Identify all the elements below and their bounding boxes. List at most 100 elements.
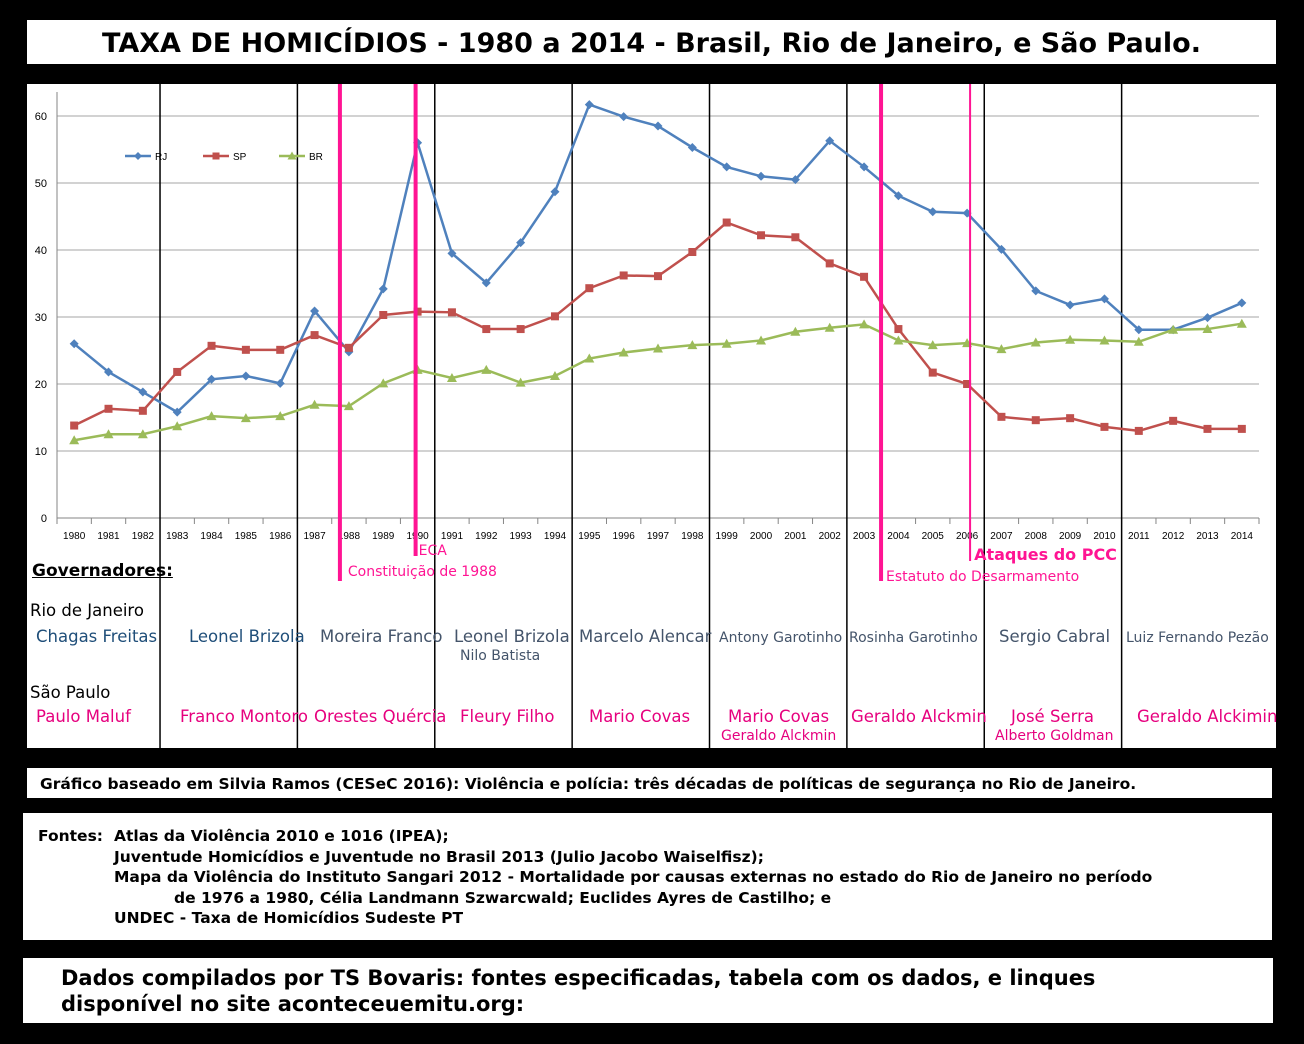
- point-sp: [138, 406, 147, 415]
- compiled-line-1: Dados compilados por TS Bovaris: fontes …: [61, 966, 1096, 990]
- rj-governor-1: Chagas Freitas: [36, 627, 158, 646]
- point-sp: [310, 331, 319, 340]
- sp-governor-6: Mario Covas: [728, 707, 830, 726]
- point-sp: [997, 412, 1006, 421]
- x-tick-label: 2005: [922, 531, 945, 542]
- x-tick-label: 1992: [475, 531, 498, 542]
- series-line-sp: [73, 221, 1242, 433]
- point-br: [1030, 337, 1041, 347]
- point-sp: [860, 272, 869, 281]
- point-br: [1202, 324, 1213, 334]
- source-line-2: Juventude Homicídios e Juventude no Bras…: [114, 848, 764, 866]
- x-tick-label: 2006: [956, 531, 979, 542]
- y-tick-label: 20: [35, 379, 47, 391]
- point-sp: [1031, 416, 1040, 425]
- point-sp: [688, 248, 697, 257]
- sp-governor-9: Geraldo Alckimin: [1137, 707, 1278, 726]
- point-sp: [585, 284, 594, 293]
- point-br: [927, 340, 938, 350]
- point-rj: [207, 374, 217, 384]
- point-rj: [996, 244, 1006, 254]
- y-tick-label: 30: [35, 312, 47, 324]
- point-sp: [928, 368, 937, 377]
- point-br: [481, 364, 492, 374]
- source-line-1: Atlas da Violência 2010 e 1016 (IPEA);: [114, 827, 449, 845]
- rj-governor-8: Sergio Cabral: [999, 627, 1111, 646]
- point-br: [790, 326, 801, 336]
- point-br: [69, 435, 80, 445]
- point-br: [1065, 334, 1076, 344]
- caption-banner: Gráfico baseado em Silvia Ramos (CESeC 2…: [27, 768, 1272, 798]
- x-tick-label: 1988: [338, 531, 361, 542]
- point-sp: [173, 367, 182, 376]
- y-tick-label: 40: [35, 245, 47, 257]
- point-br: [343, 401, 354, 411]
- x-tick-label: 2012: [1162, 531, 1185, 542]
- point-br: [721, 338, 732, 348]
- point-sp: [1066, 414, 1075, 423]
- x-tick-label: 1998: [681, 531, 704, 542]
- x-tick-label: 2011: [1128, 531, 1150, 542]
- sp-state-label: São Paulo: [30, 683, 111, 702]
- x-tick-label: 2013: [1196, 531, 1219, 542]
- rj-governor-4: Leonel Brizola: [454, 627, 570, 646]
- rj-state-label: Rio de Janeiro: [30, 601, 144, 620]
- series-line-rj: [73, 103, 1243, 414]
- sp-governor-1: Paulo Maluf: [36, 707, 131, 726]
- point-sp: [70, 421, 79, 430]
- point-rj: [653, 121, 663, 131]
- point-br: [137, 429, 148, 439]
- point-sp: [722, 218, 731, 227]
- point-rj: [722, 162, 732, 172]
- rj-governor-5: Marcelo Alencar: [579, 627, 712, 646]
- point-sp: [241, 345, 250, 354]
- point-rj: [619, 112, 629, 122]
- point-rj: [1031, 286, 1041, 296]
- x-tick-label: 1996: [613, 531, 636, 542]
- point-br: [515, 377, 526, 387]
- point-sp: [757, 231, 766, 240]
- compiled-panel: Dados compilados por TS Bovaris: fontes …: [23, 958, 1273, 1023]
- point-br: [549, 370, 560, 380]
- governors-header: Governadores:: [32, 561, 173, 581]
- x-tick-label: 1995: [578, 531, 601, 542]
- point-rj: [859, 162, 869, 172]
- rj-governor-4b: Nilo Batista: [460, 648, 541, 664]
- compiled-line-2: disponível no site aconteceuemitu.org:: [61, 992, 525, 1016]
- point-rj: [687, 142, 697, 152]
- point-rj: [172, 407, 182, 417]
- x-tick-label: 1980: [63, 531, 86, 542]
- legend-label: RJ: [155, 152, 167, 163]
- caption-text: Gráfico baseado em Silvia Ramos (CESeC 2…: [40, 775, 1137, 793]
- point-sp: [1100, 422, 1109, 431]
- point-rj: [550, 187, 560, 197]
- point-rj: [1237, 298, 1247, 308]
- x-tick-label: 1999: [716, 531, 739, 542]
- x-tick-label: 1991: [441, 531, 464, 542]
- event-label-estatuto: Estatuto do Desarmamento: [886, 569, 1079, 585]
- source-line-5: UNDEC - Taxa de Homicídios Sudeste PT: [114, 909, 464, 927]
- legend-marker: [212, 152, 220, 160]
- sp-governor-2: Franco Montoro: [180, 707, 308, 726]
- point-rj: [516, 238, 526, 248]
- point-br: [584, 353, 595, 363]
- x-tick-label: 2001: [784, 531, 807, 542]
- point-rj: [1065, 300, 1075, 310]
- point-br: [653, 343, 663, 353]
- point-sp: [825, 259, 834, 268]
- y-tick-label: 60: [35, 111, 47, 123]
- point-br: [893, 335, 904, 345]
- point-rj: [825, 136, 835, 146]
- rj-governor-7: Rosinha Garotinho: [849, 630, 978, 646]
- rj-governor-6: Antony Garotinho: [719, 630, 843, 646]
- point-sp: [1237, 424, 1246, 433]
- point-br: [687, 340, 698, 350]
- point-rj: [310, 306, 320, 316]
- point-sp: [1203, 424, 1212, 433]
- point-br: [1236, 318, 1247, 328]
- sources-label: Fontes:: [38, 827, 103, 845]
- source-line-3: Mapa da Violência do Instituto Sangari 2…: [114, 868, 1153, 886]
- x-tick-label: 2008: [1025, 531, 1048, 542]
- point-rj: [893, 191, 903, 201]
- point-sp: [550, 312, 559, 321]
